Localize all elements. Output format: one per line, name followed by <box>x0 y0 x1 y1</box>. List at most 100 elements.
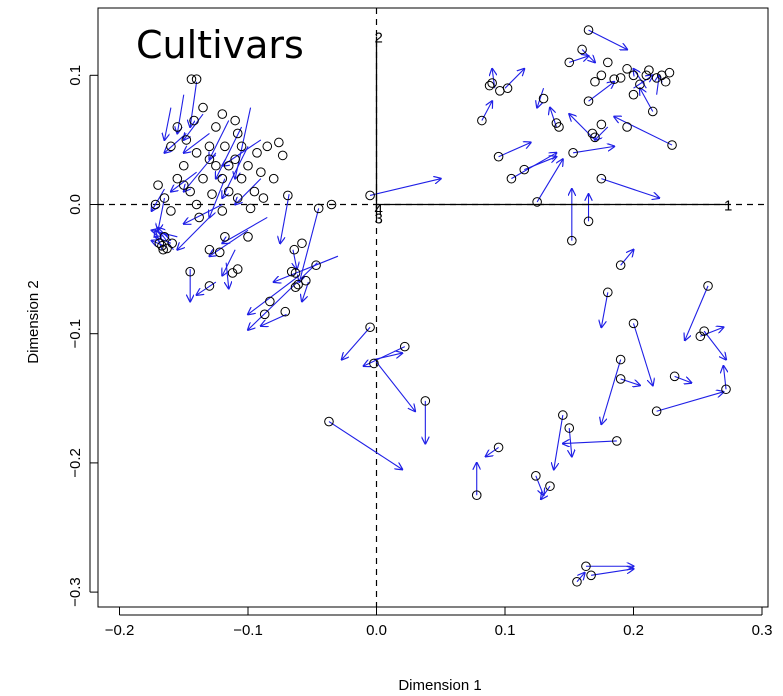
data-point <box>204 281 215 291</box>
displacement-arrow <box>504 69 524 89</box>
data-point <box>290 268 301 278</box>
chart-title: Cultivars <box>136 23 304 67</box>
displacement-arrow <box>158 197 166 230</box>
data-point <box>596 119 607 130</box>
data-point <box>628 70 639 81</box>
displacement-arrow <box>536 159 563 203</box>
displacement-arrow <box>656 392 724 412</box>
data-point <box>223 186 234 197</box>
displacement-arrow <box>588 82 615 102</box>
displacement-arrow <box>601 292 609 327</box>
data-point <box>651 406 662 417</box>
data-point <box>506 173 517 184</box>
displacement-arrow <box>376 361 416 411</box>
displacement-arrow <box>588 29 628 49</box>
data-point <box>583 96 594 106</box>
displacement-arrow <box>155 230 163 250</box>
data-point <box>611 436 622 446</box>
data-point <box>243 160 253 171</box>
data-point <box>258 193 269 203</box>
y-tick-label: −0.1 <box>67 319 84 349</box>
plot-frame <box>97 7 769 608</box>
x-tick-label: 0.1 <box>495 622 516 639</box>
data-point <box>166 141 176 152</box>
data-point <box>189 115 199 126</box>
data-point <box>167 238 177 249</box>
data-point <box>289 244 300 255</box>
data-point <box>301 275 311 286</box>
data-point <box>265 296 275 307</box>
data-point <box>159 193 170 203</box>
x-tick-label: 0.0 <box>366 622 387 639</box>
data-point <box>191 199 202 210</box>
displacement-arrow <box>685 285 709 340</box>
x-tick-label: 0.3 <box>752 622 773 639</box>
data-point <box>293 279 303 290</box>
variable-vector-label: 4 <box>375 201 383 218</box>
displacement-arrow <box>226 262 229 289</box>
displacement-arrow <box>364 346 406 366</box>
data-point <box>274 137 284 148</box>
data-point <box>230 154 240 165</box>
data-point <box>558 410 568 420</box>
data-point <box>568 148 578 158</box>
data-point <box>172 122 183 132</box>
data-point <box>651 73 662 83</box>
displacement-arrow <box>369 179 441 196</box>
displacement-arrow <box>632 323 653 385</box>
displacement-arrow <box>524 157 556 171</box>
x-tick-label: −0.1 <box>233 622 263 639</box>
data-point <box>664 67 675 78</box>
data-point <box>204 244 215 255</box>
data-point <box>567 235 577 246</box>
displacement-arrow <box>152 188 165 211</box>
data-point <box>502 83 513 94</box>
displacement-arrow <box>274 255 339 282</box>
displacement-arrow <box>171 171 197 191</box>
data-point <box>369 358 379 369</box>
data-point <box>236 141 247 152</box>
data-point <box>277 150 288 161</box>
displacement-arrow <box>614 117 673 146</box>
data-point <box>150 199 161 210</box>
data-point <box>615 374 626 384</box>
displacement-arrow <box>569 56 588 63</box>
displacement-arrow <box>601 359 622 425</box>
data-point <box>283 190 293 201</box>
y-axis-label: Dimension 2 <box>25 280 42 363</box>
displacement-arrow <box>152 241 168 248</box>
data-point <box>217 206 228 216</box>
data-point <box>581 561 591 572</box>
data-point <box>590 132 600 143</box>
data-point <box>615 354 626 365</box>
data-point <box>185 186 195 197</box>
data-point <box>532 197 542 207</box>
displacement-arrow <box>537 88 545 107</box>
displacement-arrow <box>177 217 210 249</box>
data-point <box>628 318 639 329</box>
data-point <box>154 238 165 249</box>
displacement-arrow <box>184 152 217 192</box>
displacement-arrow <box>293 249 297 269</box>
data-point <box>477 115 487 126</box>
variable-vector-label: 2 <box>375 30 383 47</box>
data-point <box>153 180 163 190</box>
data-point <box>590 76 600 87</box>
data-point <box>669 371 680 382</box>
data-point <box>185 266 195 277</box>
data-point <box>159 232 170 242</box>
displacement-arrow <box>248 275 300 315</box>
data-point <box>647 106 658 117</box>
x-tick-label: 0.2 <box>623 622 644 639</box>
data-point <box>220 232 230 242</box>
data-point <box>311 260 321 271</box>
data-point <box>249 186 260 197</box>
displacement-arrow <box>674 375 692 382</box>
data-point <box>162 243 172 254</box>
displacement-arrow <box>591 569 633 576</box>
data-point <box>471 490 482 501</box>
displacement-arrow <box>248 262 318 330</box>
displacement-arrow <box>573 146 614 154</box>
